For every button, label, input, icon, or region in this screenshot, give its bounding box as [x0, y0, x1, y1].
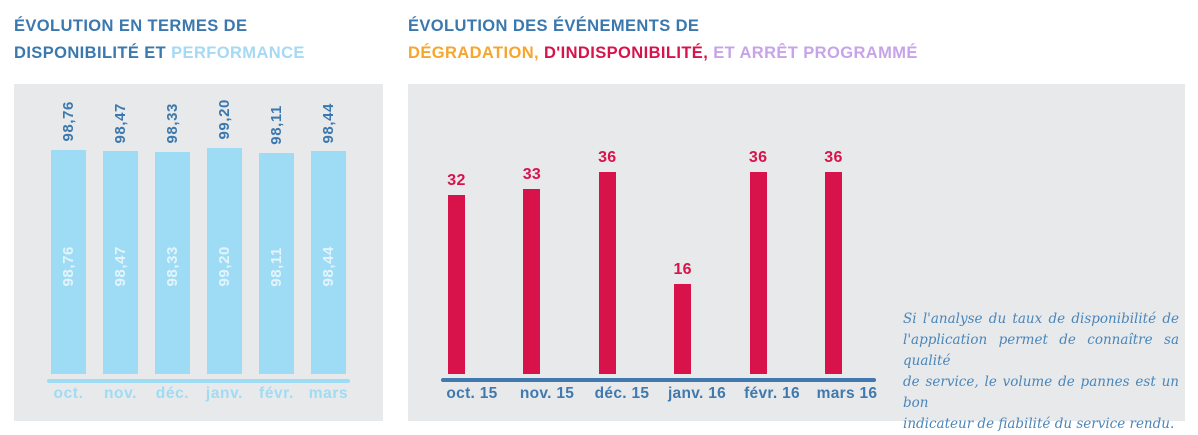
month-label: févr.: [259, 385, 294, 402]
bar-value-label-inner: 98,76: [59, 246, 77, 287]
availability-bar: [155, 151, 190, 374]
month-label: oct.: [53, 385, 84, 402]
events-bar: [598, 172, 616, 374]
month-label: janv. 16: [667, 385, 727, 402]
month-label: mars 16: [816, 385, 878, 402]
month-label: févr. 16: [744, 385, 800, 402]
note-line: Si l'analyse du taux de disponibilité de: [903, 311, 1179, 327]
title-text: DISPONIBILITÉ ET: [14, 44, 172, 62]
events-axis-line: [441, 378, 876, 382]
bar-value-label: 32: [447, 171, 466, 189]
title-segment-degradation: DÉGRADATION,: [408, 44, 544, 62]
availability-chart-panel: 98,76 98,76 oct. 98,47 98,47 nov. 98,33 98,33 dé…: [14, 84, 383, 421]
month-label: nov.: [103, 385, 138, 402]
events-bar: [674, 284, 692, 374]
bar-value-label: 36: [598, 149, 617, 167]
bar-value-label-top: 98,44: [319, 102, 337, 144]
title-segment-indisponibilite: D'INDISPONIBILITÉ,: [543, 44, 714, 62]
bar-value-label-top: 98,47: [111, 102, 129, 144]
bar-value-label: 16: [673, 261, 692, 279]
title-segment-arret-programme: ET ARRÊT PROGRAMMÉ: [713, 44, 918, 62]
month-label: déc. 15: [594, 385, 650, 402]
bar-value-label-inner: 98,47: [111, 246, 129, 287]
events-chart-panel: Si l'analyse du taux de disponibilité de…: [408, 84, 1185, 432]
availability-chart-title: ÉVOLUTION EN TERMES DE DISPONIBILITÉ ET …: [14, 13, 305, 67]
events-title-line-1: ÉVOLUTION DES ÉVÉNEMENTS DE: [408, 13, 918, 40]
bar-value-label: 36: [824, 149, 843, 167]
bar-value-label-inner: 98,44: [319, 246, 337, 287]
month-label: janv.: [205, 385, 244, 402]
availability-bar: [207, 147, 242, 374]
events-bar: [448, 194, 465, 374]
availability-bar: [259, 152, 294, 374]
events-bar: [749, 172, 767, 374]
title-text: ÉVOLUTION EN TERMES DE: [14, 17, 248, 35]
availability-title-line-2: DISPONIBILITÉ ET PERFORMANCE: [14, 40, 305, 67]
bar-value-label-top: 98,33: [163, 103, 181, 144]
events-title-line-2: DÉGRADATION, D'INDISPONIBILITÉ, ET ARRÊT…: [408, 40, 918, 67]
events-bar: [825, 172, 842, 374]
month-label: nov. 15: [519, 385, 575, 402]
availability-bar: [51, 149, 86, 374]
bar-value-label: 36: [748, 149, 768, 167]
bar-value-label-inner: 98,11: [267, 247, 285, 287]
availability-bar: [311, 151, 346, 374]
bar-value-label-inner: 98,33: [163, 246, 181, 287]
month-label: déc.: [155, 385, 190, 402]
events-chart-title: ÉVOLUTION DES ÉVÉNEMENTS DE DÉGRADATION,…: [408, 13, 918, 67]
bar-value-label: 33: [522, 166, 542, 184]
availability-title-line-1: ÉVOLUTION EN TERMES DE: [14, 13, 305, 40]
month-label: oct. 15: [446, 385, 498, 402]
bar-value-label-top: 98,76: [59, 101, 77, 142]
bar-value-label-inner: 99,20: [215, 246, 233, 287]
bar-value-label-top: 99,20: [215, 99, 233, 140]
availability-axis-line: [47, 379, 350, 383]
availability-bar: [103, 151, 138, 374]
title-text: ÉVOLUTION DES ÉVÉNEMENTS DE: [408, 17, 700, 35]
note-line: de service, le volume de pannes est un b…: [903, 374, 1179, 411]
bar-value-label-top: 98,11: [267, 104, 285, 145]
note-line: indicateur de fiabilité du service rendu…: [903, 416, 1175, 432]
events-bar: [523, 189, 541, 374]
note-line: l'application permet de connaître sa qua…: [903, 332, 1179, 369]
title-accent-performance: PERFORMANCE: [171, 44, 305, 62]
month-label: mars: [308, 385, 349, 402]
service-reliability-note: Si l'analyse du taux de disponibilité de…: [903, 309, 1179, 435]
